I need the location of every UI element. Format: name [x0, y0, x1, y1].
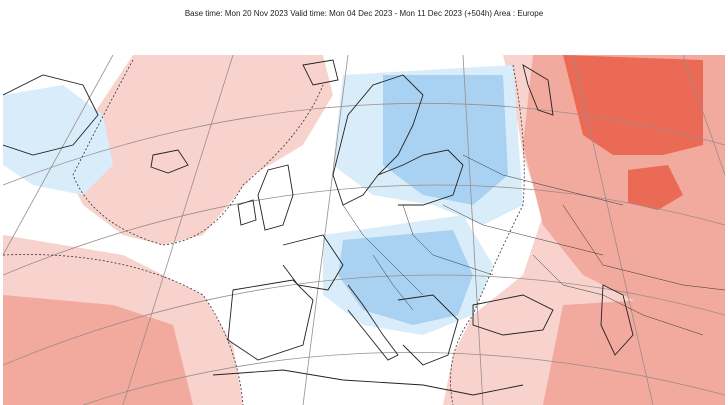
country-border — [372, 254, 414, 311]
country-border — [462, 154, 624, 206]
coastline-north-africa — [212, 369, 524, 396]
country-borders — [342, 154, 725, 336]
coastline-italy — [347, 284, 399, 361]
coastline-baltic — [377, 149, 464, 206]
cool-mid-region-baltic — [383, 75, 508, 205]
meridian-line — [682, 55, 725, 176]
anomaly-map-canvas — [3, 55, 725, 405]
country-border — [532, 254, 704, 336]
zero-contours — [3, 59, 525, 405]
warm-anomaly-strong-layer — [563, 55, 703, 210]
meridian-line — [302, 55, 349, 405]
forecast-caption: Base time: Mon 20 Nov 2023 Valid time: M… — [184, 9, 544, 18]
warm-region-atlantic — [63, 55, 333, 245]
parallel-line — [3, 274, 725, 366]
country-border — [402, 204, 494, 276]
country-border — [342, 204, 424, 296]
parallel-line — [3, 102, 725, 186]
zero-contour-line — [450, 64, 525, 405]
country-border — [442, 204, 604, 256]
cool-region-greenland — [3, 85, 113, 195]
meridian-line — [462, 55, 484, 405]
coastline-iberia — [227, 279, 314, 361]
warm-strong-region-russia — [563, 55, 703, 155]
coastline-iceland — [150, 149, 189, 174]
coastlines — [3, 59, 634, 396]
zero-contour-line — [3, 254, 244, 405]
meridian-line — [122, 55, 234, 405]
coastline-scandinavia — [332, 74, 424, 206]
coastline-svalbard — [302, 59, 339, 86]
coastline-british-isles — [257, 164, 294, 231]
anomaly-map — [3, 55, 725, 405]
meridian-line — [3, 55, 114, 256]
warm-strong-region-russia-south — [628, 165, 683, 210]
coastline-ireland — [237, 199, 257, 226]
coastline-caspian — [600, 284, 634, 356]
warm-mid-region-turkey — [543, 295, 725, 405]
country-border — [562, 204, 725, 291]
coastline-black-sea — [472, 294, 554, 336]
graticule — [3, 55, 725, 405]
coastline-france — [282, 234, 344, 291]
meridian-line — [572, 55, 654, 405]
coastline-novaya-zemlya — [522, 64, 554, 116]
coastline-balkans — [397, 294, 459, 366]
warm-mid-region-atlantic-south — [3, 295, 193, 405]
parallel-line — [82, 351, 725, 405]
coastline-greenland — [3, 74, 99, 156]
parallel-line — [3, 184, 725, 276]
